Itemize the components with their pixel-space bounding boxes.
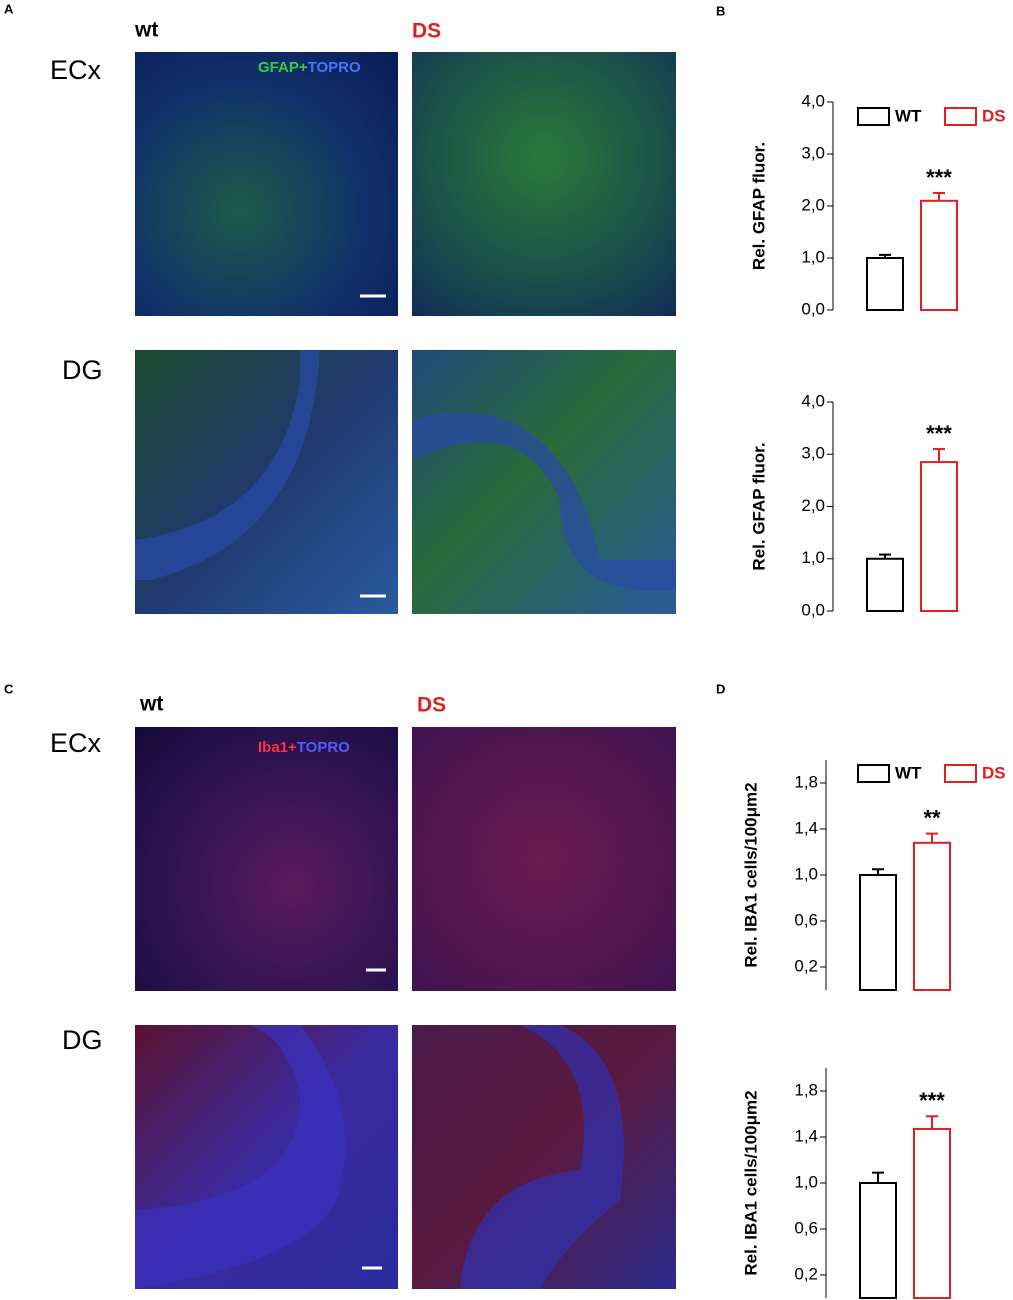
row-label: ECx: [50, 728, 102, 758]
stain-label: Iba1+TOPRO: [258, 739, 350, 756]
y-tick-label: 0,0: [801, 600, 825, 619]
y-tick-label: 3,0: [801, 444, 825, 463]
y-tick-label: 2,0: [801, 195, 825, 214]
legend-swatch: [944, 107, 977, 126]
y-tick-label: 3,0: [801, 143, 825, 162]
legend-label: DS: [982, 763, 1006, 782]
y-tick-label: 0,6: [794, 1218, 818, 1237]
stain-part: TOPRO: [297, 739, 350, 756]
bar: [920, 461, 958, 612]
panel-label: D: [716, 681, 725, 696]
y-tick-label: 1,0: [794, 1172, 818, 1191]
legend-label: DS: [982, 106, 1006, 125]
cell-layer: [460, 1025, 624, 1289]
legend-label: WT: [895, 106, 922, 125]
y-tick-label: 1,8: [794, 772, 818, 791]
stain-part: Iba1+: [258, 739, 297, 756]
cell-layer: [135, 1025, 345, 1289]
y-tick-label: 0,0: [801, 299, 825, 318]
bar: [866, 257, 904, 311]
y-tick-label: 0,6: [794, 910, 818, 929]
cell-layer: [135, 350, 320, 580]
y-tick-label: 2,0: [801, 496, 825, 515]
column-label: wt: [139, 693, 163, 716]
row-label: DG: [62, 355, 103, 385]
y-tick-label: 1,0: [794, 864, 818, 883]
panel-label: C: [4, 681, 14, 696]
significance: **: [923, 805, 941, 830]
bar: [913, 841, 951, 991]
y-axis-label: Rel. IBA1 cells/100μm2: [741, 782, 760, 967]
significance: ***: [926, 165, 952, 190]
y-tick-label: 4,0: [801, 91, 825, 110]
panel-label: A: [4, 1, 14, 16]
y-tick-label: 0,2: [794, 956, 818, 975]
bar: [859, 1182, 897, 1299]
stain-part: TOPRO: [308, 59, 361, 76]
row-label: DG: [62, 1025, 103, 1055]
stain-part: GFAP+: [258, 59, 308, 76]
y-tick-label: 4,0: [801, 391, 825, 410]
bar: [859, 874, 897, 991]
y-tick-label: 0,2: [794, 1264, 818, 1283]
micrograph: [135, 727, 398, 991]
y-axis-label: Rel. GFAP fluor.: [749, 442, 768, 570]
significance: ***: [919, 1088, 945, 1113]
legend-label: WT: [895, 763, 922, 782]
y-axis-label: Rel. GFAP fluor.: [749, 142, 768, 270]
column-label: DS: [417, 694, 446, 717]
cell-layer: [412, 412, 676, 591]
bar: [920, 199, 958, 311]
legend-swatch: [857, 107, 890, 126]
y-tick-label: 1,0: [801, 247, 825, 266]
significance: ***: [926, 421, 952, 446]
row-label: ECx: [50, 55, 102, 85]
y-tick-label: 1,0: [801, 548, 825, 567]
legend-swatch: [857, 764, 890, 783]
bar: [913, 1127, 951, 1299]
y-tick-label: 1,4: [794, 1126, 818, 1145]
stain-label: GFAP+TOPRO: [258, 59, 361, 76]
y-tick-label: 1,8: [794, 1080, 818, 1099]
bar: [866, 557, 904, 612]
micrograph: [135, 52, 398, 316]
column-label: wt: [134, 19, 158, 42]
y-axis-label: Rel. IBA1 cells/100μm2: [741, 1090, 760, 1275]
micrograph: [412, 52, 676, 316]
column-label: DS: [412, 20, 441, 43]
legend-swatch: [944, 764, 977, 783]
y-tick-label: 1,4: [794, 818, 818, 837]
micrograph: [412, 727, 676, 991]
panel-label: B: [716, 3, 725, 18]
